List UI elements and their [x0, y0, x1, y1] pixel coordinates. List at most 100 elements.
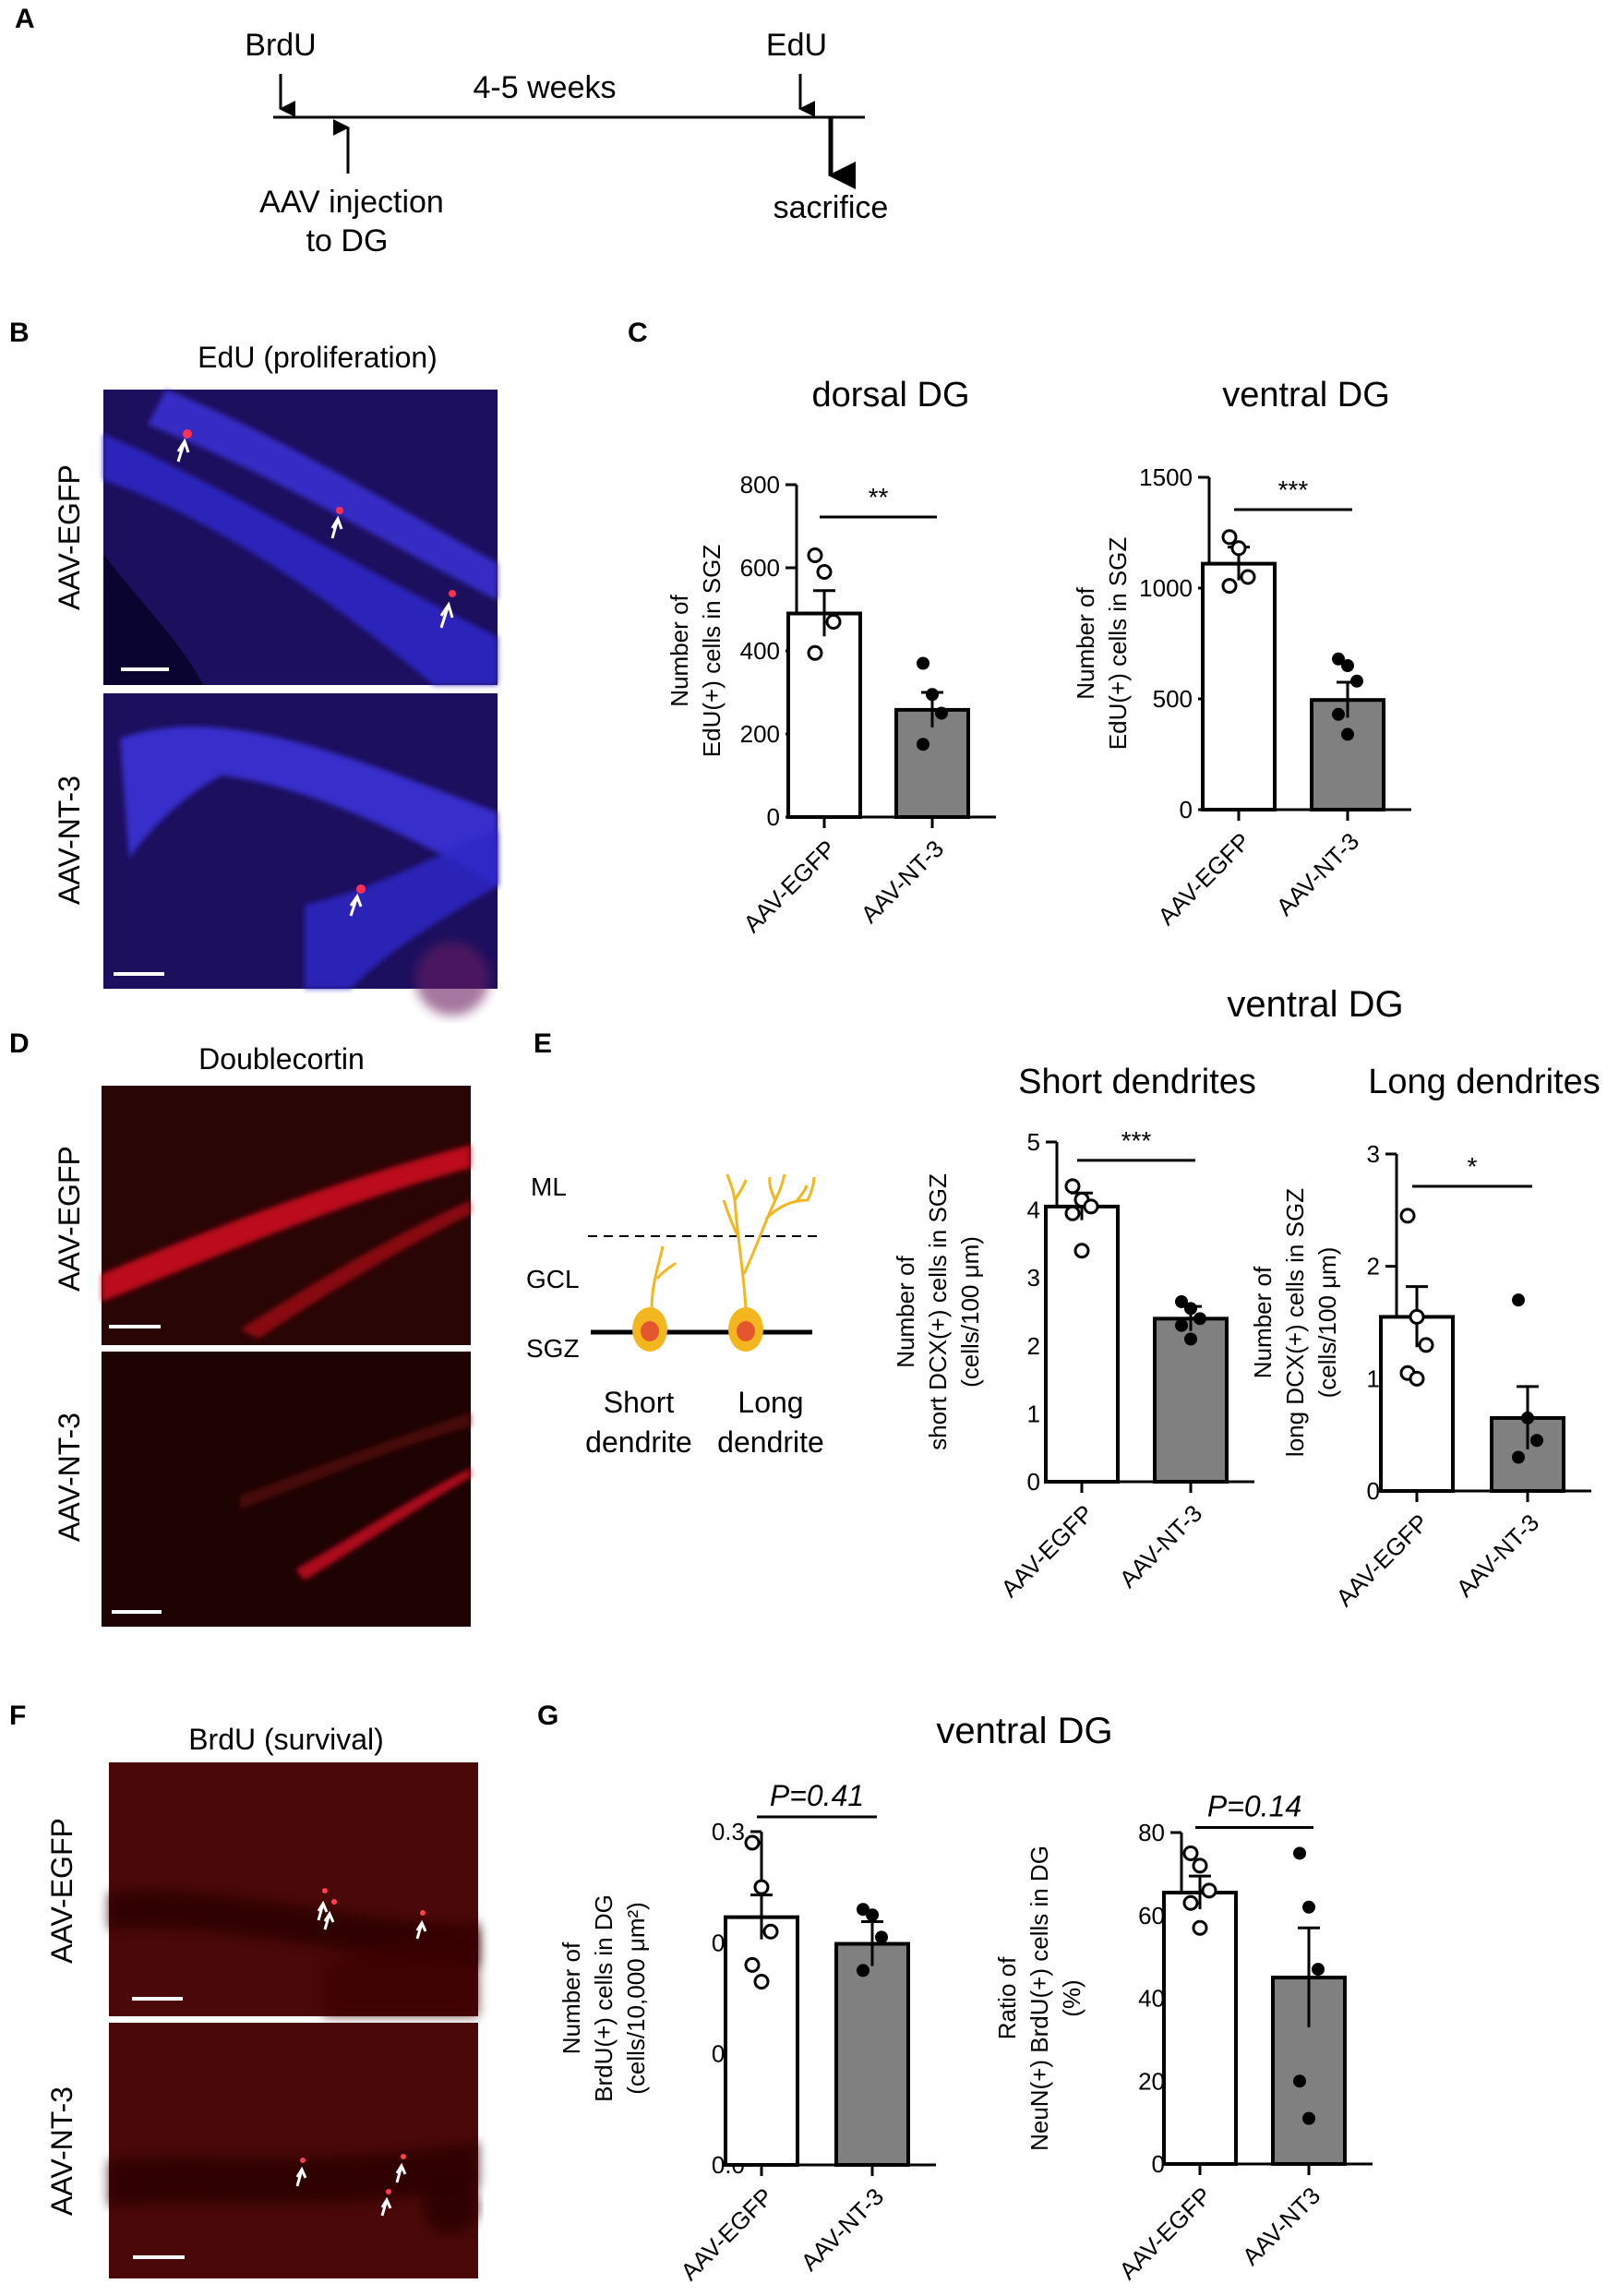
- x-tick-label: AAV-EGFP: [1113, 2182, 1217, 2285]
- data-point: [762, 1923, 779, 1940]
- data-point: [875, 1930, 888, 1944]
- y-axis-label: EdU(+) cells in SGZ: [698, 545, 726, 758]
- y-tick-label: 80: [1138, 1819, 1165, 1846]
- injection-label: AAV injection: [259, 185, 444, 220]
- y-tick-label: 500: [1153, 685, 1193, 713]
- dendrite-diagram: ML GCL SGZ Short dendrite Long dendrite: [526, 1172, 824, 1459]
- significance-label: *: [1468, 1152, 1478, 1181]
- y-axis-label: Number of: [892, 1256, 919, 1368]
- x-tick-label: AAV-NT-3: [1114, 1499, 1208, 1593]
- row-label-nt3: AAV-NT-3: [53, 1412, 86, 1542]
- data-point: [1193, 1312, 1206, 1326]
- y-axis-label: Ratio of: [993, 1956, 1021, 2039]
- y-tick-label: 5: [1027, 1128, 1040, 1156]
- micrograph-dcx-egfp: [102, 1086, 471, 1345]
- y-axis-label: Number of: [1249, 1266, 1277, 1378]
- data-point: [816, 564, 833, 580]
- data-point: [1192, 1857, 1208, 1874]
- y-axis-label: EdU(+) cells in SGZ: [1104, 537, 1132, 751]
- chart-title: Short dendrites: [1018, 1063, 1256, 1101]
- y-tick-label: 0: [1027, 1468, 1040, 1496]
- chart-c-ventral: 0 500 1000 1500 Number of EdU(+) cells in SGZ…: [1072, 376, 1411, 931]
- data-point: [1064, 1205, 1081, 1221]
- y-tick-label: 0: [1180, 796, 1193, 823]
- edu-label: EdU: [766, 28, 827, 63]
- y-tick-label: 1: [1027, 1400, 1040, 1427]
- data-point: [1341, 727, 1354, 741]
- panel-label-g: G: [537, 1701, 558, 1731]
- y-axis-label: (%): [1058, 1979, 1085, 2016]
- bar: [1310, 698, 1385, 812]
- x-tick-label: AAV-NT-3: [1451, 1509, 1545, 1603]
- data-point: [926, 688, 939, 702]
- x-tick-label: AAV-EGFP: [1330, 1509, 1433, 1612]
- data-point: [1201, 1882, 1217, 1899]
- data-point: [1418, 1337, 1434, 1353]
- data-point: [1350, 674, 1363, 688]
- timeline-diagram: BrdU EdU 4-5 weeks AAV injection to DG s…: [245, 28, 888, 258]
- micrograph-title-edu: EdU (proliferation): [198, 341, 438, 374]
- gcl-label: GCL: [526, 1265, 580, 1293]
- bar: [834, 1941, 910, 2167]
- chart-e-long: 0 1 2 3 Number of long DCX(+) cells in SGZ (ce…: [1249, 1063, 1601, 1612]
- y-tick-label: 600: [740, 554, 780, 582]
- y-tick-label: 0: [767, 803, 780, 831]
- y-tick-label: 0.3: [712, 1818, 745, 1845]
- data-point: [744, 1956, 761, 1973]
- y-tick-label: 1: [1367, 1364, 1380, 1392]
- data-point: [1175, 1318, 1188, 1332]
- bar: [1153, 1316, 1229, 1484]
- data-point: [1083, 1198, 1099, 1215]
- data-point: [753, 1973, 770, 1989]
- data-point: [1512, 1293, 1525, 1307]
- data-point: [1240, 569, 1256, 585]
- data-point: [1332, 707, 1345, 721]
- data-point: [1521, 1411, 1534, 1424]
- x-tick-label: AAV-EGFP: [675, 2182, 778, 2286]
- data-point: [807, 547, 823, 563]
- data-point: [753, 1879, 770, 1895]
- y-tick-label: 0: [1152, 2150, 1165, 2178]
- data-point: [1312, 1963, 1325, 1977]
- brdu-label: BrdU: [245, 28, 316, 63]
- row-label-egfp: AAV-EGFP: [53, 1146, 86, 1292]
- row-label-egfp: AAV-EGFP: [53, 464, 86, 610]
- data-point: [1293, 1846, 1306, 1860]
- chart-title: Long dendrites: [1368, 1063, 1600, 1101]
- data-point: [1192, 1919, 1208, 1936]
- x-tick-label: AAV-EGFP: [995, 1499, 1098, 1603]
- y-tick-label: 3: [1367, 1140, 1380, 1168]
- row-label-nt3: AAV-NT-3: [53, 775, 86, 905]
- y-tick-label: 200: [740, 720, 780, 748]
- y-axis-label: short DCX(+) cells in SGZ: [924, 1173, 952, 1450]
- data-point: [917, 738, 929, 751]
- data-point: [935, 706, 948, 720]
- micrograph-dcx-nt3: [102, 1352, 471, 1627]
- y-axis-label: Number of: [1072, 587, 1099, 700]
- y-tick-label: 2: [1027, 1332, 1040, 1360]
- data-point: [1073, 1243, 1090, 1259]
- data-point: [1530, 1434, 1543, 1448]
- heading-ventral-dg-e: ventral DG: [1227, 984, 1403, 1025]
- bar: [1201, 561, 1277, 811]
- panel-label-a: A: [15, 4, 35, 34]
- data-point: [1182, 1845, 1199, 1861]
- y-axis-label: (cells/100 μm): [1313, 1247, 1341, 1399]
- data-point: [866, 1908, 879, 1922]
- chart-e-short: 0 1 2 3 4 5 Number of short DCX(+) cells in SGZ…: [892, 1063, 1256, 1603]
- panel-label-d: D: [9, 1028, 30, 1059]
- y-tick-label: 20: [1138, 2067, 1165, 2095]
- chart-g-ratio: 0 20 40 60 80 Ratio of NeuN(+) BrdU(+) cells i…: [993, 1789, 1373, 2285]
- long-dendrite-label: Long: [738, 1386, 803, 1419]
- sacrifice-label: sacrifice: [774, 190, 889, 225]
- short-dendrite-nucleus: [641, 1321, 659, 1341]
- long-dendrite-neuron-icon: [722, 1173, 816, 1310]
- significance-label: ***: [1278, 475, 1309, 504]
- long-dendrite-label-2: dendrite: [717, 1425, 824, 1459]
- micrograph-edu-nt3: [103, 693, 498, 1016]
- data-point: [1512, 1450, 1525, 1464]
- micrograph-brdu-nt3: [109, 2023, 478, 2278]
- y-axis-label: (cells/10,000 μm²): [622, 1902, 650, 2095]
